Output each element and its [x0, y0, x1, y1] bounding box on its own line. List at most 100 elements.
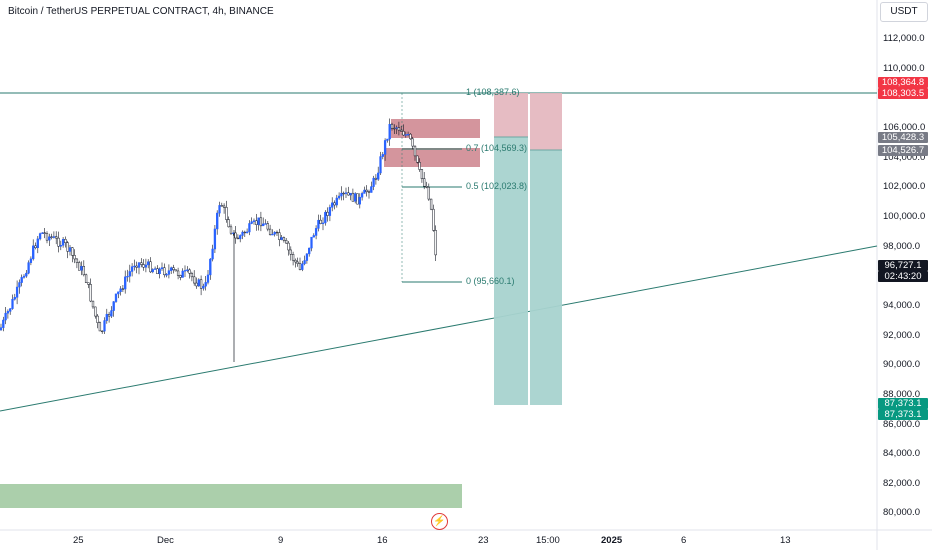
candle-body	[402, 131, 405, 136]
candle-body	[331, 202, 334, 208]
candle-body	[91, 300, 95, 308]
candle-body	[112, 301, 115, 311]
price-label: 94,000.0	[883, 300, 920, 311]
candle-body	[75, 258, 79, 263]
candle-body	[354, 193, 357, 202]
candle-body	[57, 237, 60, 247]
candle-body	[425, 186, 428, 188]
candle-body	[15, 286, 19, 298]
candle-body	[179, 275, 182, 278]
candle-body	[174, 269, 177, 272]
candle-body	[206, 274, 210, 283]
candle-body	[305, 253, 309, 261]
position-b-target[interactable]	[530, 150, 562, 405]
candle-body	[388, 123, 391, 140]
candle-body	[255, 220, 258, 225]
candle-body	[172, 267, 175, 271]
candle-body	[153, 268, 157, 270]
candle-body	[117, 291, 120, 295]
candle-body	[243, 231, 246, 234]
candle-body	[280, 237, 283, 240]
candle-body	[209, 258, 212, 276]
candle-body	[273, 231, 276, 235]
candle-body	[195, 282, 198, 287]
candle-body	[107, 313, 111, 317]
candle-body	[250, 221, 253, 224]
candle-body	[262, 223, 265, 227]
candle-body	[282, 237, 286, 241]
candle-body	[110, 310, 113, 317]
price-label: 102,000.0	[883, 181, 926, 192]
trendline[interactable]	[0, 245, 878, 412]
candle-body	[183, 270, 187, 272]
entry-top-price-tag: 105,428.3	[878, 132, 928, 143]
candle-body	[32, 245, 35, 260]
target-price-tag-b: 87,373.1	[878, 409, 928, 420]
candle-body	[314, 228, 318, 236]
price-label: 86,000.0	[883, 419, 920, 430]
candle-body	[406, 133, 410, 136]
candle-body	[4, 312, 7, 321]
candle-body	[193, 276, 196, 284]
candle-body	[216, 212, 219, 230]
candle-body	[347, 192, 350, 196]
candle-body	[45, 233, 49, 241]
candle-body	[245, 231, 249, 234]
demand-zone[interactable]	[0, 484, 462, 508]
candle-body	[135, 265, 138, 268]
time-label: 9	[278, 535, 284, 546]
candle-body	[18, 282, 21, 288]
candle-body	[308, 247, 311, 255]
candle-body	[197, 279, 200, 287]
candle-body	[98, 322, 102, 332]
candle-body	[52, 236, 56, 238]
time-label: 6	[681, 535, 687, 546]
stop-price-tag: 108,303.5	[878, 88, 928, 99]
entry-price-tag: 104,526.7	[878, 145, 928, 156]
candle-body	[324, 211, 327, 224]
time-label: 25	[73, 535, 84, 546]
lightning-icon[interactable]: ⚡	[431, 513, 448, 530]
candle-body	[218, 205, 221, 214]
candle-body	[252, 220, 256, 222]
candle-body	[390, 123, 394, 129]
price-label: 100,000.0	[883, 211, 926, 222]
candle-body	[409, 133, 412, 140]
candle-body	[188, 269, 191, 274]
candle-body	[13, 297, 16, 300]
position-a-target[interactable]	[494, 137, 528, 405]
candle-body	[147, 261, 150, 266]
order-block-upper[interactable]	[391, 119, 480, 138]
candle-body	[340, 192, 343, 197]
candle-body	[73, 255, 76, 260]
price-label: 104,000.0	[883, 152, 926, 163]
fib-level-07: 0.7 (104,569.3)	[466, 143, 528, 153]
target-price-tag-a: 87,373.1	[878, 398, 928, 409]
candle-body	[142, 264, 145, 268]
price-label: 110,000.0	[883, 63, 925, 74]
position-b-stop[interactable]	[530, 93, 562, 150]
time-label: 23	[478, 535, 489, 546]
candle-body	[278, 232, 281, 240]
candle-body	[326, 211, 329, 216]
candle-body	[190, 273, 194, 278]
candle-body	[291, 254, 295, 261]
candle-body	[268, 228, 272, 235]
candle-body	[294, 259, 297, 263]
order-block-lower[interactable]	[384, 148, 480, 167]
candle-body	[427, 186, 430, 200]
candle-body	[236, 237, 240, 240]
candle-body	[50, 236, 53, 238]
candle-body	[393, 127, 396, 130]
candle-body	[411, 138, 414, 147]
candle-body	[66, 242, 69, 252]
fibonacci-retracement[interactable]	[401, 92, 462, 283]
candle-body	[160, 267, 164, 270]
position-a-stop[interactable]	[494, 93, 528, 137]
candle-body	[337, 195, 341, 199]
candle-body	[71, 247, 74, 256]
currency-button[interactable]: USDT	[880, 2, 928, 22]
candle-body	[156, 268, 159, 275]
candle-body	[133, 265, 136, 268]
